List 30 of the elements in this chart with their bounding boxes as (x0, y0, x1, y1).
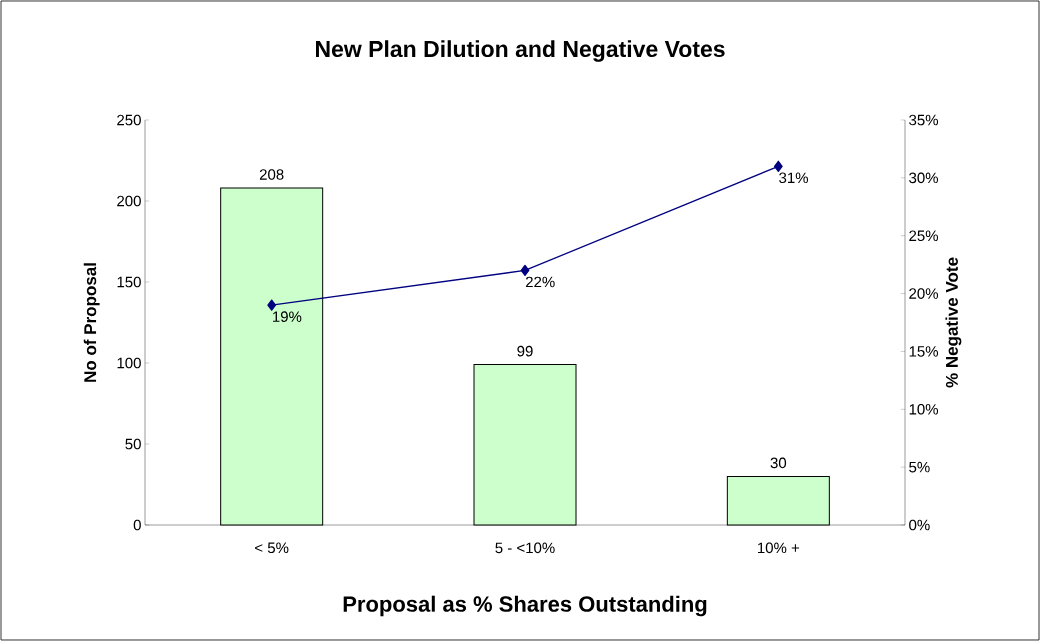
y2-tick-label: 25% (909, 230, 939, 242)
data-label: 208 (259, 169, 284, 180)
y-tick-label: 50 (125, 438, 141, 450)
data-label: 19% (273, 311, 302, 322)
y-tick-label: 150 (117, 276, 141, 288)
y-tick-label: 0 (133, 519, 141, 531)
y2-tick-label: 20% (909, 288, 939, 299)
y2-axis-title: % Negative Vote (945, 257, 962, 388)
y2-tick-label: 35% (909, 114, 939, 126)
y-axis-title: No of Proposal (83, 263, 100, 382)
x-tick-label: < 5% (255, 542, 289, 554)
y2-tick-label: 5% (909, 461, 930, 473)
data-label: 31% (779, 172, 809, 184)
point (520, 264, 530, 277)
x-tick-label: 10% + (758, 542, 800, 554)
data-label: 30 (770, 457, 787, 469)
y-tick-label: 200 (117, 195, 141, 207)
data-label: 99 (517, 345, 533, 357)
x-axis-title: Proposal as % Shares Outstanding (343, 595, 707, 617)
data-label: 22% (525, 276, 555, 288)
y2-tick-label: 0% (909, 519, 930, 531)
y-tick-label: 100 (117, 357, 141, 369)
y-tick-label: 250 (117, 114, 141, 126)
y2-tick-label: 30% (909, 172, 939, 184)
chart-title: New Plan Dilution and Negative Votes (316, 40, 725, 62)
y2-tick-label: 10% (909, 403, 939, 415)
x-tick-label: 5 - <10% (495, 542, 555, 554)
y2-tick-label: 15% (909, 346, 939, 357)
point (773, 160, 783, 172)
point (267, 299, 277, 311)
